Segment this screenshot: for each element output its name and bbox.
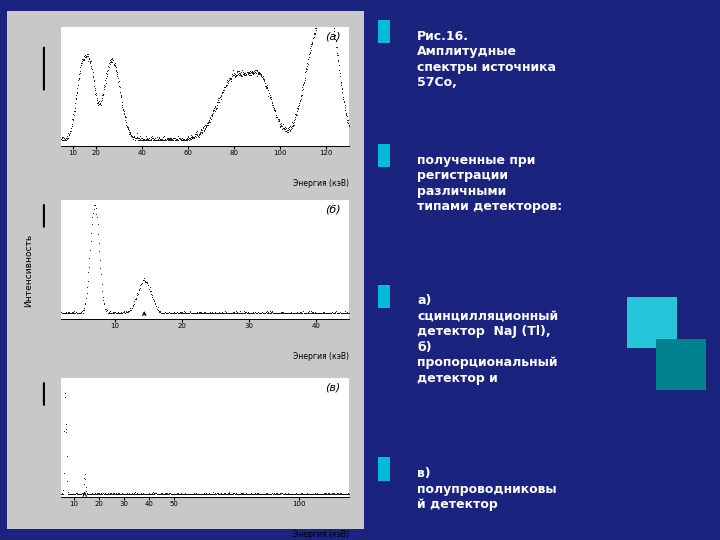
- Bar: [378, 457, 390, 481]
- Text: Энергия (кэВ): Энергия (кэВ): [293, 179, 349, 188]
- Text: а)
сцинцилляционный
детектор  NaJ (Tl),
б)
пропорциональный
детектор и: а) сцинцилляционный детектор NaJ (Tl), б…: [417, 294, 558, 385]
- Bar: [378, 144, 390, 167]
- Text: (б): (б): [325, 205, 341, 214]
- Text: Интенсивность: Интенсивность: [24, 233, 33, 307]
- Text: в)
полупроводниковы
й детектор: в) полупроводниковы й детектор: [417, 467, 557, 511]
- Text: (а): (а): [325, 32, 341, 42]
- Text: полученные при
регистрации
различными
типами детекторов:: полученные при регистрации различными ти…: [417, 154, 562, 213]
- Bar: [627, 297, 678, 348]
- Text: (в): (в): [325, 383, 341, 393]
- Text: Энергия (кэВ): Энергия (кэВ): [293, 530, 349, 539]
- Text: Рис.16.
Амплитудные
спектры источника
57Co,: Рис.16. Амплитудные спектры источника 57…: [417, 30, 556, 89]
- Text: Энергия (кэВ): Энергия (кэВ): [293, 352, 349, 361]
- Bar: [378, 20, 390, 43]
- Bar: [656, 339, 706, 390]
- Bar: [378, 285, 390, 308]
